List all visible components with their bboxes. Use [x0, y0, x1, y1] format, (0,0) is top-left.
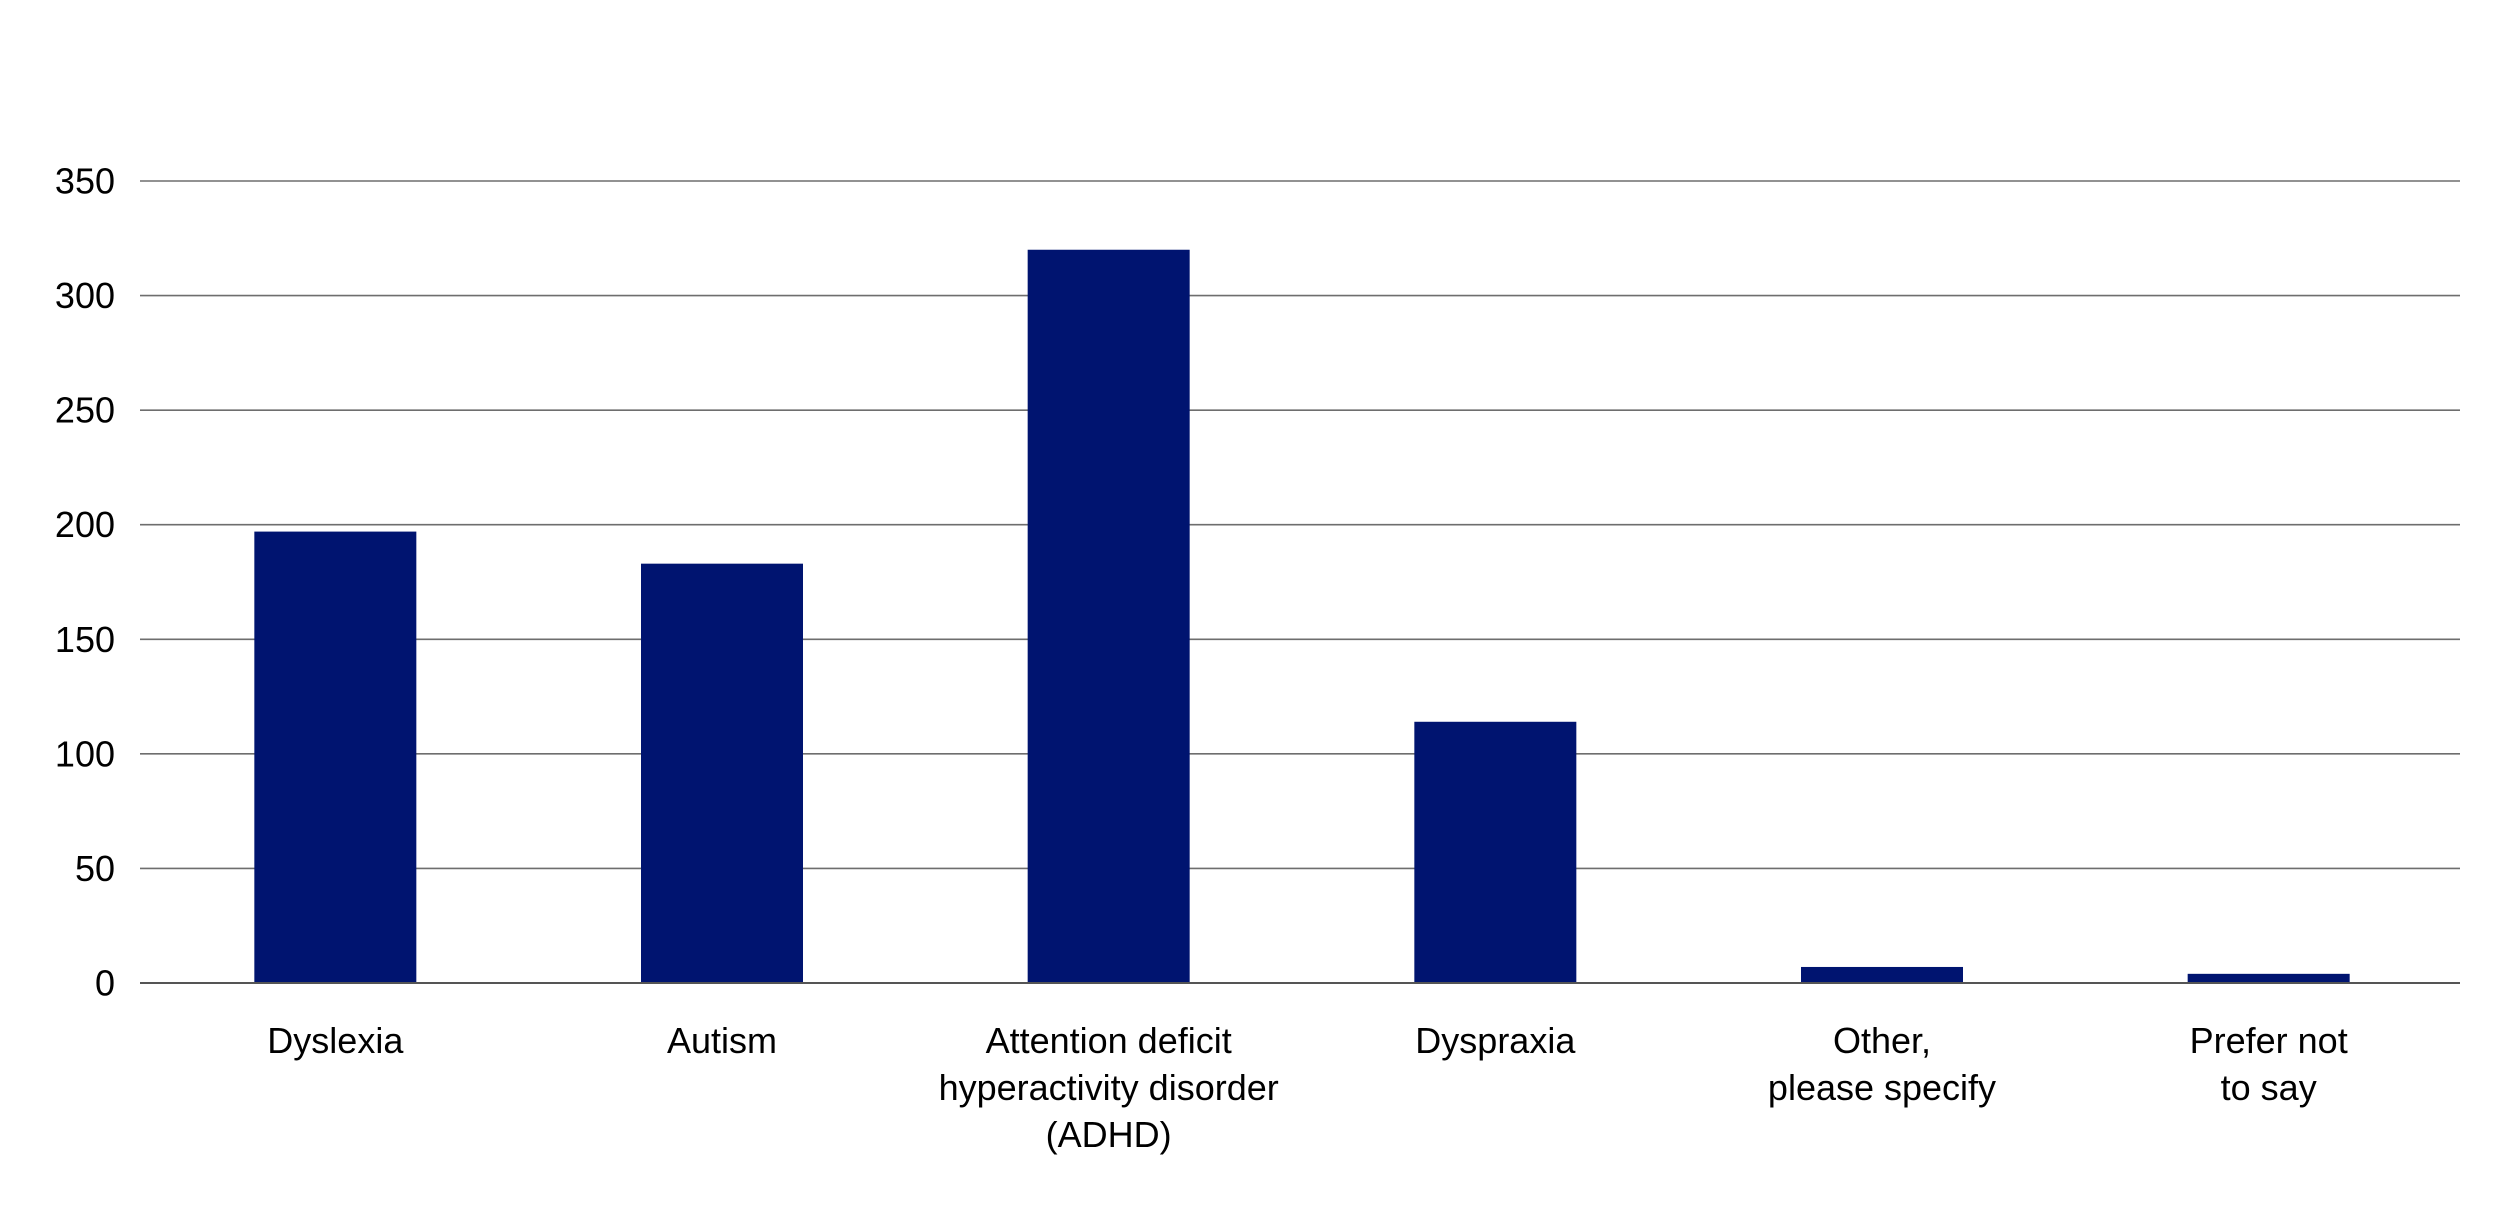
x-category-label: Other, please specify [1768, 1020, 1996, 1108]
y-tick-label: 150 [55, 619, 115, 660]
y-tick-label: 350 [55, 161, 115, 202]
x-category-label-line: Prefer not [2190, 1020, 2348, 1061]
y-axis-tick-labels: 0 50 100 150 200 250 300 350 [55, 161, 115, 1004]
y-tick-label: 0 [95, 963, 115, 1004]
x-category-label: Dyspraxia [1415, 1020, 1576, 1061]
x-category-label: Attention deficit hyperactivity disorder (… [939, 1020, 1279, 1155]
y-tick-label: 250 [55, 390, 115, 431]
x-category-label-line: Other, [1833, 1020, 1931, 1061]
bars [254, 249, 2350, 983]
x-category-label-line: hyperactivity disorder [939, 1067, 1279, 1108]
x-category-label-line: to say [2221, 1067, 2317, 1108]
bar-0 [254, 531, 417, 983]
gridlines [140, 180, 2460, 870]
x-axis-category-labels: Dyslexia Autism Attention deficit hyperacti… [267, 1020, 2347, 1155]
y-tick-label: 200 [55, 504, 115, 545]
x-category-label: Dyslexia [267, 1020, 404, 1061]
bar-2 [1027, 249, 1190, 983]
y-tick-label: 100 [55, 733, 115, 774]
x-category-label-line: Attention deficit [986, 1020, 1232, 1061]
x-category-label: Prefer not to say [2190, 1020, 2348, 1108]
bar-4 [1801, 966, 1963, 983]
bar-1 [641, 563, 803, 983]
x-category-label-line: Autism [667, 1020, 777, 1061]
x-category-label-line: Dyslexia [267, 1020, 404, 1061]
x-category-label-line: (ADHD) [1046, 1114, 1172, 1155]
y-tick-label: 300 [55, 275, 115, 316]
x-category-label-line: please specify [1768, 1067, 1996, 1108]
bar-3 [1414, 721, 1577, 983]
x-category-label-line: Dyspraxia [1415, 1020, 1576, 1061]
y-tick-label: 50 [75, 848, 115, 889]
bar-5 [2187, 973, 2350, 983]
x-category-label: Autism [667, 1020, 777, 1061]
